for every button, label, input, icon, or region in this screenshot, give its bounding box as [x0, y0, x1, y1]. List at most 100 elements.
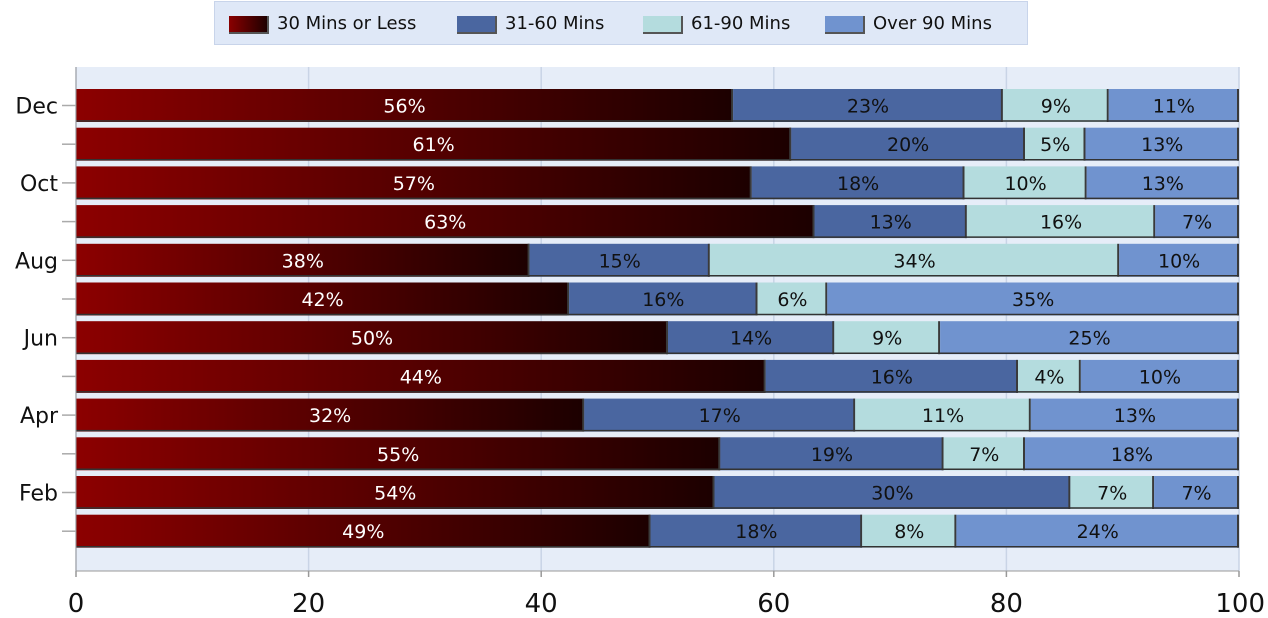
data-label: 38%: [282, 250, 324, 272]
data-label: 10%: [1004, 173, 1046, 195]
legend-swatch-30-mins-or-less: [229, 16, 269, 34]
data-label: 6%: [777, 289, 807, 311]
data-label: 18%: [1111, 444, 1153, 466]
data-label: 20%: [887, 134, 929, 156]
data-label: 35%: [1012, 289, 1054, 311]
data-label: 55%: [377, 444, 419, 466]
x-tick-label: 40: [525, 589, 558, 618]
bar-segment: [76, 398, 585, 432]
data-label: 16%: [1040, 212, 1082, 234]
bar-segment: [862, 514, 957, 548]
bar-segment: [814, 205, 967, 239]
data-label: 16%: [871, 366, 913, 388]
bar-segment: [76, 437, 721, 471]
legend-label: Over 90 Mins: [873, 13, 992, 34]
data-label: 32%: [309, 405, 351, 427]
data-label: 9%: [872, 328, 902, 350]
data-label: 25%: [1068, 328, 1110, 350]
data-label: 24%: [1077, 521, 1119, 543]
x-tick-label: 60: [757, 589, 790, 618]
legend-label: 30 Mins or Less: [277, 13, 417, 34]
bar-segment: [943, 437, 1026, 471]
bar-segment: [757, 282, 828, 316]
bar-segment: [1030, 398, 1239, 432]
y-tick-label: Apr: [20, 404, 59, 429]
data-label: 10%: [1139, 366, 1181, 388]
bar-segment: [1085, 127, 1239, 161]
bar-segment: [76, 282, 570, 316]
bar-segment: [765, 359, 1019, 393]
bar-segment: [1002, 89, 1109, 122]
data-label: 30%: [871, 483, 913, 505]
bar-segment: [1155, 205, 1239, 239]
bar-segment: [76, 205, 815, 239]
data-label: 13%: [1142, 173, 1184, 195]
data-label: 42%: [301, 289, 343, 311]
x-tick-label: 80: [990, 589, 1023, 618]
bar-segment: [964, 166, 1087, 200]
bar-segment: [76, 321, 668, 355]
y-tick-label: Feb: [19, 482, 58, 507]
data-label: 13%: [870, 212, 912, 234]
data-label: 15%: [599, 250, 641, 272]
legend-swatch-over-90-mins: [825, 16, 865, 34]
bar-segment: [940, 321, 1239, 355]
legend: 30 Mins or Less 31-60 Mins 61-90 Mins Ov…: [214, 1, 1028, 45]
bar-segment: [529, 243, 710, 277]
data-label: 10%: [1158, 250, 1200, 272]
data-label: 7%: [1182, 212, 1212, 234]
data-label: 57%: [393, 173, 435, 195]
x-tick-label: 0: [68, 589, 85, 618]
bar-segment: [76, 89, 734, 122]
data-label: 49%: [342, 521, 384, 543]
data-label: 23%: [847, 96, 889, 118]
y-tick-label: Aug: [15, 249, 58, 274]
data-label: 56%: [383, 96, 425, 118]
data-label: 18%: [837, 173, 879, 195]
data-label: 17%: [699, 405, 741, 427]
bar-segment: [76, 514, 651, 548]
data-label: 63%: [424, 212, 466, 234]
bar-segment: [76, 127, 792, 161]
bar-segment: [709, 243, 1120, 277]
data-label: 7%: [1181, 483, 1211, 505]
data-label: 5%: [1040, 134, 1070, 156]
legend-swatch-61-90-mins: [643, 16, 683, 34]
bar-segment: [733, 89, 1003, 122]
bar-segment: [1080, 359, 1239, 393]
y-tick-label: Jun: [22, 327, 58, 352]
data-label: 34%: [893, 250, 935, 272]
bar-segment: [827, 282, 1239, 316]
bar-segment: [1119, 243, 1239, 277]
bar-segment: [714, 476, 1071, 509]
bar-segment: [76, 243, 530, 277]
x-tick-label: 100: [1215, 589, 1265, 618]
data-label: 13%: [1141, 134, 1183, 156]
data-label: 14%: [730, 328, 772, 350]
bar-segment: [751, 166, 965, 200]
y-tick-label: Oct: [20, 172, 58, 197]
bar-segment: [569, 282, 758, 316]
bar-segment: [720, 437, 944, 471]
bar-segment: [1070, 476, 1155, 509]
data-label: 50%: [351, 328, 393, 350]
data-label: 7%: [1097, 483, 1127, 505]
legend-label: 31-60 Mins: [505, 13, 605, 34]
data-label: 11%: [922, 405, 964, 427]
data-label: 9%: [1041, 96, 1071, 118]
data-label: 4%: [1034, 366, 1064, 388]
bar-segment: [76, 476, 715, 509]
bar-segment: [1025, 437, 1239, 471]
data-label: 11%: [1153, 96, 1195, 118]
data-label: 54%: [374, 483, 416, 505]
bar-segment: [966, 205, 1156, 239]
bar-segment: [1025, 127, 1086, 161]
legend-label: 61-90 Mins: [691, 13, 791, 34]
x-tick-label: 20: [292, 589, 325, 618]
data-label: 18%: [735, 521, 777, 543]
bar-segment: [667, 321, 835, 355]
bar-segment: [1086, 166, 1239, 200]
data-label: 44%: [400, 366, 442, 388]
